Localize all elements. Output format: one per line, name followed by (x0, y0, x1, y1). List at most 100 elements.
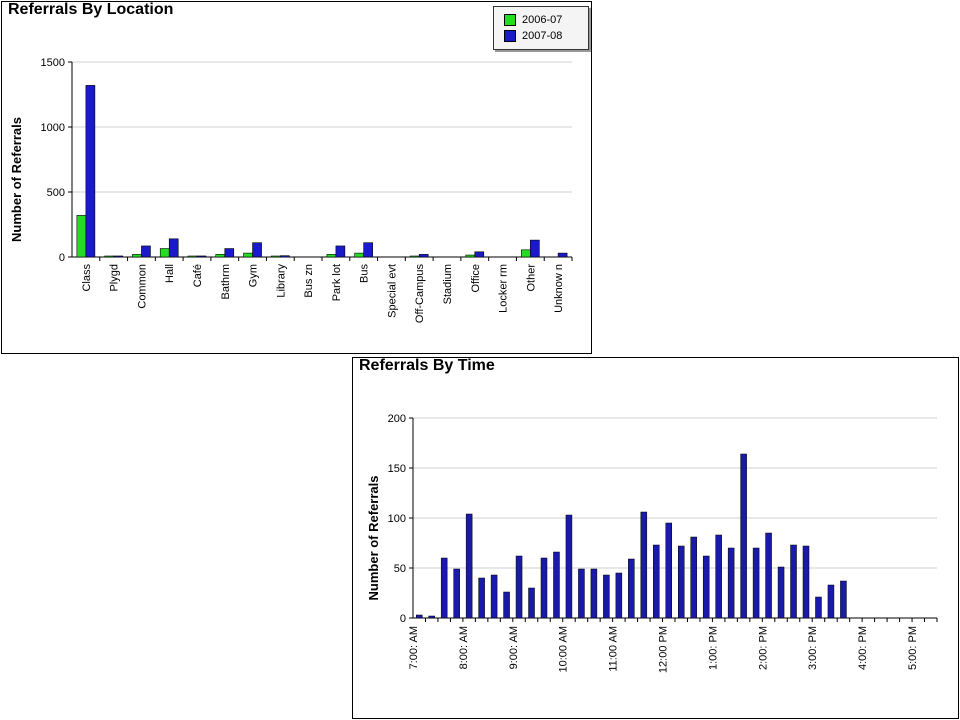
time-bar (665, 522, 673, 619)
bar-2006-07 (187, 255, 198, 258)
bar-2006-07 (159, 248, 170, 258)
time-bar (465, 513, 473, 619)
bar-2007-08 (252, 242, 262, 258)
time-bar (827, 584, 835, 619)
x-tick-label: Office (470, 264, 482, 293)
time-bar (752, 547, 760, 619)
bar-2007-08 (113, 255, 123, 258)
bar-2006-07 (271, 255, 281, 258)
bar-2006-07 (76, 215, 87, 258)
x-tick-label: Gym (248, 264, 260, 287)
time-bar (553, 551, 560, 619)
time-bar (515, 555, 523, 619)
x-tick-label: Other (525, 264, 537, 292)
y-tick-label: 1500 (41, 57, 65, 69)
time-bar (540, 557, 548, 619)
x-tick-label: Class (81, 264, 93, 292)
time-bar (453, 568, 460, 619)
x-tick-label: Unknow n (553, 264, 565, 313)
time-bar (790, 544, 797, 619)
bar-2007-08 (530, 239, 540, 258)
legend-item-2006: 2006-07 (504, 13, 562, 27)
time-bar (415, 614, 423, 619)
time-bar (503, 591, 510, 619)
bar-2006-07 (215, 254, 226, 258)
legend-label-2006: 2006-07 (522, 14, 563, 26)
x-tick-label: Locker rm (498, 264, 510, 313)
time-bar (440, 557, 448, 619)
time-bar (578, 568, 585, 619)
x-tick-label: 7:00: AM (408, 626, 420, 669)
time-bar (702, 555, 710, 619)
location-chart-title: Referrals By Location (8, 1, 174, 18)
bar-2007-08 (141, 245, 151, 258)
time-bar (565, 514, 573, 619)
time-bar (690, 536, 697, 619)
time-bar (740, 453, 747, 619)
x-tick-label: Off-Campus (414, 264, 426, 324)
x-tick-label: Park lot (331, 264, 343, 301)
bar-2006-07 (132, 254, 142, 258)
y-tick-label: 150 (388, 463, 406, 475)
y-axis-label: Number of Referrals (366, 476, 381, 601)
time-chart-svg: 0 50 100 150 200 Number of Referrals 7:00: AM 8… (366, 413, 938, 673)
x-tick-label: 2:00: PM (757, 626, 769, 670)
bar-2007-08 (224, 248, 235, 258)
bar-2006-07 (354, 252, 364, 258)
x-tick-label: Plygd (109, 264, 121, 292)
x-tick-label: 8:00: AM (458, 626, 470, 669)
bar-2007-08 (418, 254, 429, 258)
y-tick-label: 200 (388, 413, 406, 425)
bar-2007-08 (280, 255, 290, 258)
legend-swatch-2007 (504, 30, 516, 43)
x-tick-label: Common (136, 264, 148, 309)
time-bar (815, 596, 822, 619)
x-tick-label: 9:00: AM (508, 626, 520, 669)
time-bar (653, 544, 660, 619)
bar-2007-08 (85, 85, 96, 258)
bar-2006-07 (521, 249, 531, 258)
x-tick-label: 3:00: PM (807, 626, 819, 670)
x-tick-label: 12:00 PM (658, 626, 670, 673)
time-bar (478, 577, 485, 619)
bar-2007-08 (474, 251, 485, 258)
x-tick-label: Bathrm (220, 264, 232, 299)
time-bar (603, 574, 610, 619)
time-bar (765, 532, 772, 619)
x-tick-label: 4:00: PM (857, 626, 869, 670)
y-tick-label: 50 (394, 563, 406, 575)
bar-2006-07 (104, 255, 114, 258)
time-chart-panel: Referrals By Time 0 50 100 150 200 Number of … (352, 357, 959, 719)
location-legend: 2006-07 2007-08 (493, 6, 589, 50)
x-tick-label: Stadium (442, 264, 454, 304)
y-tick-label: 100 (388, 513, 406, 525)
bar-2007-08 (363, 242, 373, 258)
time-bar (528, 587, 535, 619)
x-tick-label: Café (192, 264, 204, 287)
time-bar (715, 534, 722, 619)
time-bar (490, 574, 498, 619)
bar-2006-07 (243, 252, 253, 258)
time-bar (590, 568, 598, 619)
y-axis-label: Number of Referrals (9, 117, 24, 242)
location-chart-svg: 0 500 1000 1500 Number of Referrals Class Plyg… (9, 57, 573, 324)
x-tick-label: 11:00 AM (608, 626, 620, 672)
time-bar (615, 572, 623, 619)
x-tick-label: Hall (164, 264, 176, 283)
x-tick-label: 10:00 AM (558, 626, 570, 672)
x-tick-label: Bus zn (303, 264, 315, 298)
x-tick-label: Bus (359, 264, 371, 283)
legend-item-2007: 2007-08 (504, 29, 562, 43)
x-tick-label: 1:00: PM (707, 626, 719, 670)
bar-2007-08 (335, 245, 346, 258)
bar-2006-07 (409, 255, 420, 258)
bar-2006-07 (326, 254, 337, 258)
time-bar (727, 547, 735, 619)
time-bar (840, 580, 847, 619)
bar-2007-08 (168, 238, 179, 258)
bar-2007-08 (557, 252, 568, 258)
bar-2007-08 (196, 255, 207, 258)
time-bar (802, 545, 810, 619)
bar-2006-07 (465, 254, 476, 258)
time-bar (428, 615, 435, 619)
